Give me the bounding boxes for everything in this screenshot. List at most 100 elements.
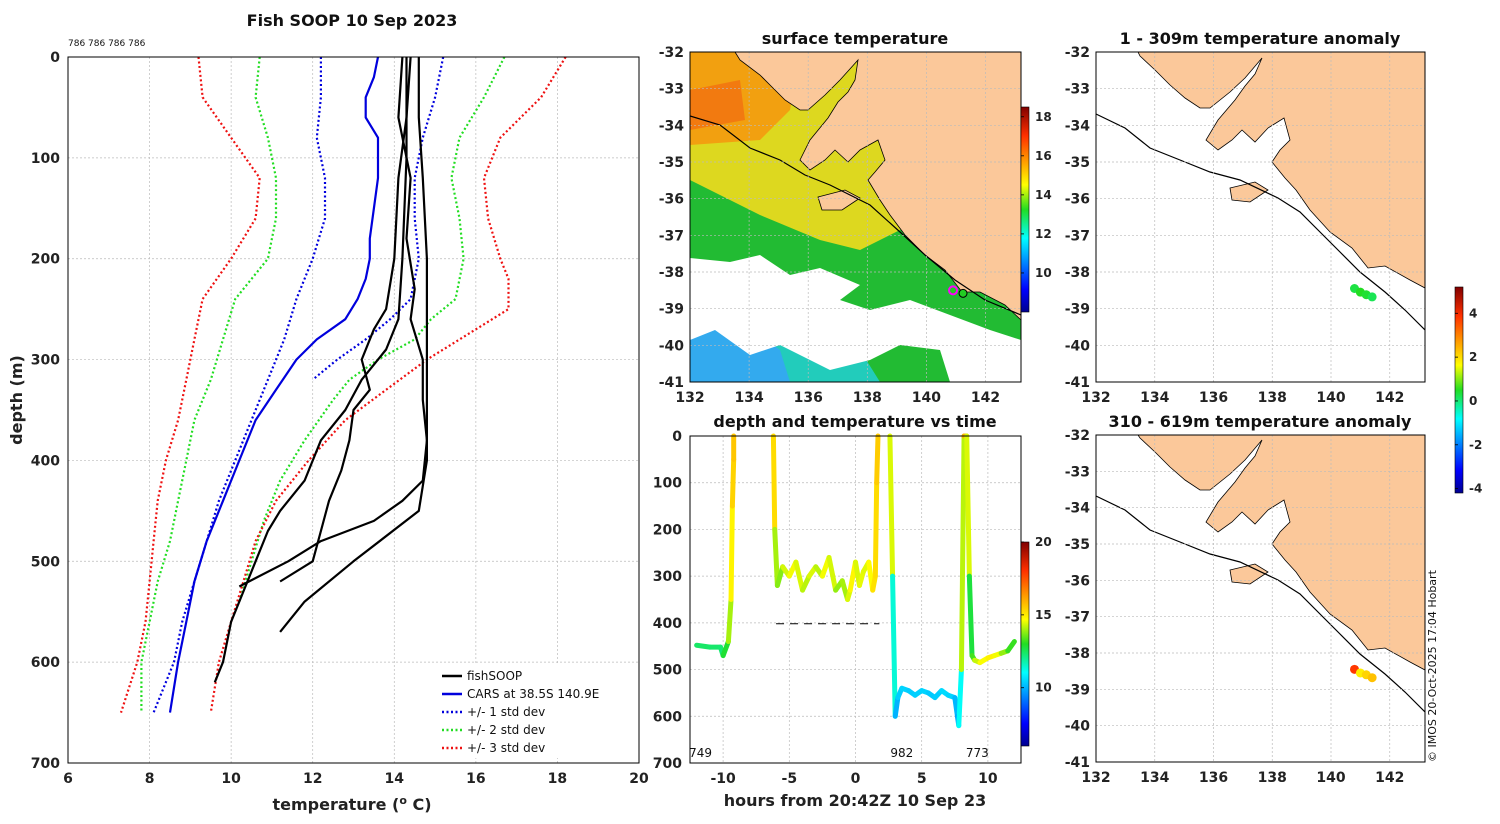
copyright-label: © IMOS 20-Oct-2025 17:04 Hobart: [1426, 569, 1439, 762]
sst-track-point: [958, 288, 968, 298]
legend-2std: +/- 2 std dev: [467, 723, 545, 737]
anomaly-colorbar: [1454, 286, 1464, 494]
sst-ticks: 132 134 136 138 140 142 -32 -33 -34 -35 -36 -37 -38 -…: [659, 45, 1000, 406]
anom-shallow-xtick-label: 136: [1199, 390, 1228, 406]
anom-deep-xtick-label: 132: [1081, 770, 1110, 786]
sst-ship-position: [948, 285, 959, 296]
profile-ytick-label: 700: [31, 756, 60, 772]
legend-fishsoop: fishSOOP: [467, 669, 522, 683]
profile-ytick-label: 500: [31, 554, 60, 570]
anom-shallow-ytick-label: -38: [1065, 265, 1090, 281]
anom-deep-ytick-label: -33: [1065, 464, 1090, 480]
timeseries-panel: depth and temperature vs time 749 982 773 …: [653, 412, 1052, 810]
timeseries-ytick-label: 400: [653, 616, 682, 632]
anom-shallow-point: [1367, 292, 1377, 302]
anom-deep-ticks: 132 134 136 138 140 142 -32 -33 -34 -35 -36 -37 -38 -…: [1065, 428, 1405, 786]
sst-title: surface temperature: [762, 29, 949, 48]
sst-ytick-label: -40: [659, 338, 685, 354]
sst-shelf-contour: [690, 115, 1021, 316]
anom-deep-ytick-label: -41: [1065, 755, 1090, 771]
sst-panel: surface temperature 132 134 136 138 140 142 -3…: [659, 29, 1052, 406]
sst-coolest-zone: [690, 320, 790, 382]
anomaly-colorbar-ticks: -4 -2 0 2 4: [1455, 306, 1482, 496]
timeseries-segment: [725, 597, 734, 645]
timeseries-ytick-label: 200: [653, 522, 682, 538]
profile-panel: Fish SOOP 10 Sep 2023 786 786 786 786 6 8…: [7, 11, 649, 814]
profile-xtick-label: 14: [385, 771, 405, 787]
anom-deep-ytick-label: -40: [1065, 719, 1091, 735]
timeseries-segment: [729, 456, 737, 509]
sst-cloud-gap: [690, 255, 1021, 382]
profile-xtick-label: 12: [303, 771, 322, 787]
anom-deep-axes-frame: [1095, 434, 1426, 763]
profile-ylabel: depth (m): [7, 355, 26, 445]
profile-line: [213, 57, 408, 683]
profile-line: [279, 57, 428, 633]
anom-shallow-ytick-label: -32: [1065, 45, 1090, 61]
profile-ytick-label: 100: [31, 151, 60, 167]
anom-deep-ytick-label: -36: [1065, 573, 1090, 589]
anom-shallow-ticks: 132 134 136 138 140 142 -32 -33 -34 -35 -36 -37 -38 -…: [1065, 45, 1405, 406]
anom-deep-xtick-label: 134: [1140, 770, 1169, 786]
legend-1std: +/- 1 std dev: [467, 705, 545, 719]
anomaly-colorbar-tick-label: -4: [1469, 482, 1482, 496]
anom-shallow-ytick-label: -35: [1065, 155, 1090, 171]
sst-ytick-label: -41: [659, 375, 684, 391]
anom-deep-xtick-label: 140: [1316, 770, 1345, 786]
profile-xlabel: temperature (o C): [272, 794, 431, 814]
timeseries-xtick-label: -5: [782, 771, 798, 787]
timeseries-colorbar-tick-label: 10: [1035, 681, 1052, 695]
sst-colorbar-ticks: 10 12 14 16 18: [1021, 110, 1052, 280]
sst-warm-patch: [690, 80, 745, 130]
anomaly-colorbar-tick-label: 4: [1469, 306, 1477, 320]
timeseries-ytick-label: 0: [672, 429, 682, 445]
anom-deep-point: [1367, 673, 1377, 683]
anom-shallow-xtick-label: 138: [1258, 390, 1287, 406]
timeseries-colorbar-ticks: 10 15 20: [1021, 535, 1052, 695]
timeseries-segment: [892, 695, 901, 719]
timeseries-segment: [887, 433, 896, 579]
timeseries-segment: [872, 480, 880, 579]
sst-colorbar: [1020, 106, 1030, 313]
timeseries-segment: [874, 433, 881, 486]
anom-deep-points: [1350, 664, 1377, 683]
timeseries-segment: [964, 433, 972, 579]
timeseries-annotation: 749: [689, 746, 712, 760]
profile-line: [312, 56, 445, 381]
anom-shallow-xtick-label: 134: [1140, 390, 1169, 406]
sst-colorbar-tick-label: 14: [1035, 188, 1052, 202]
anom-shallow-axes-frame: [1095, 51, 1426, 383]
timeseries-title: depth and temperature vs time: [713, 412, 996, 431]
profile-line: [168, 56, 380, 713]
timeseries-ytick-label: 700: [653, 756, 682, 772]
timeseries-series: 749 982 773: [689, 433, 1017, 760]
timeseries-segment: [772, 526, 780, 588]
anom-shallow-ytick-label: -34: [1065, 118, 1091, 134]
timeseries-segment: [728, 503, 735, 602]
anom-shallow-ytick-label: -41: [1065, 375, 1090, 391]
profile-series: [119, 56, 567, 714]
timeseries-colorbar-tick-label: 15: [1035, 608, 1052, 622]
anom-deep-xtick-label: 136: [1199, 770, 1228, 786]
anom-deep-land: [1137, 435, 1425, 671]
timeseries-segment: [956, 667, 964, 729]
anom-shallow-map: [1096, 52, 1425, 382]
profile-line: [209, 56, 567, 713]
profile-line: [238, 56, 428, 588]
profile-line: [238, 56, 506, 602]
timeseries-colorbar-tick-label: 20: [1035, 535, 1052, 549]
anom-shallow-ytick-label: -36: [1065, 192, 1090, 208]
sst-ytick-label: -39: [659, 302, 684, 318]
sst-ytick-label: -38: [659, 265, 684, 281]
anom-shallow-ytick-label: -37: [1065, 228, 1090, 244]
sst-colorbar-tick-label: 10: [1035, 266, 1052, 280]
profile-legend: fishSOOP CARS at 38.5S 140.9E +/- 1 std …: [436, 664, 636, 758]
anom-deep-ytick-label: -34: [1065, 501, 1091, 517]
legend-cars: CARS at 38.5S 140.9E: [467, 687, 599, 701]
sst-colorbar-tick-label: 12: [1035, 227, 1052, 241]
profile-line: [152, 57, 327, 714]
sst-xtick-label: 138: [853, 390, 882, 406]
timeseries-segment: [966, 573, 975, 659]
anom-shallow-xtick-label: 142: [1375, 390, 1404, 406]
timeseries-segment: [770, 433, 778, 532]
